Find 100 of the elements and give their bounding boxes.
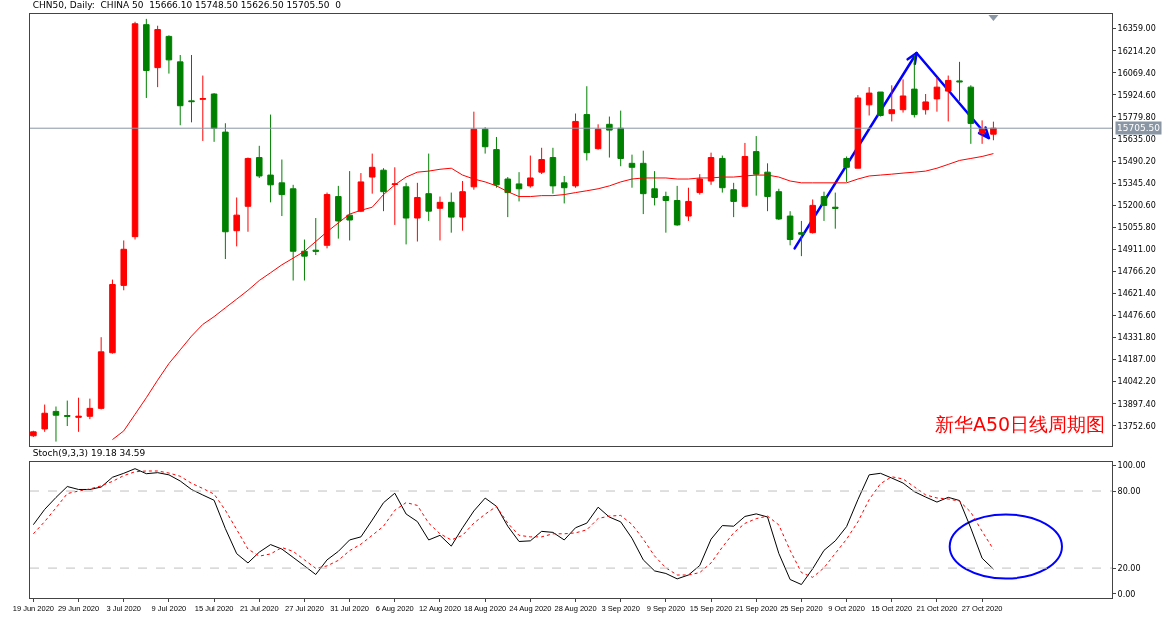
candlestick [922, 93, 929, 116]
candlestick [764, 162, 771, 212]
candlestick [335, 185, 342, 240]
candlestick [312, 217, 320, 256]
candlestick [899, 78, 907, 114]
candlestick [504, 176, 512, 218]
y-tick-label: 16359.00 [1117, 24, 1156, 34]
candlestick [380, 167, 387, 212]
annotation: 新华A50日线周期图 [935, 413, 1106, 435]
chart-title: Stoch(9,3,3) 19.18 34.59 [32, 448, 146, 459]
candlestick [832, 192, 839, 230]
candlestick [606, 116, 613, 159]
y-tick-label: 14621.40 [1117, 289, 1156, 299]
candlestick [481, 126, 489, 155]
candlestick [493, 136, 500, 189]
candlestick [640, 150, 647, 215]
candlestick [752, 135, 760, 197]
y-tick-label: 15200.60 [1117, 200, 1156, 210]
candlestick [414, 182, 421, 242]
candlestick [685, 187, 692, 222]
candlestick [289, 184, 297, 282]
ref-line-label: 15705.50 [1117, 123, 1161, 133]
y-tick-label: 13897.40 [1117, 399, 1156, 409]
candlestick [786, 210, 794, 246]
candlestick [843, 155, 850, 183]
candlestick [323, 192, 331, 249]
y-tick-label: 13752.60 [1117, 421, 1156, 431]
candlestick [651, 170, 658, 206]
candlestick [267, 114, 274, 203]
candlestick [617, 110, 624, 167]
candlestick [154, 25, 161, 88]
y-tick-label: 15635.00 [1117, 134, 1156, 144]
candlestick [448, 192, 455, 234]
candlestick [188, 54, 195, 123]
candlestick [865, 86, 873, 116]
candlestick [210, 92, 218, 143]
candlestick [515, 171, 523, 202]
candlestick [820, 191, 828, 222]
y-tick-label: 15779.80 [1117, 112, 1156, 122]
candlestick [560, 175, 568, 204]
candlestick [75, 397, 82, 433]
candlestick [549, 147, 557, 195]
candlestick [278, 159, 286, 217]
candlestick [628, 154, 636, 189]
y-tick-label: 14911.00 [1117, 245, 1156, 255]
y-tick-label: 15345.40 [1117, 178, 1156, 188]
candlestick [222, 122, 229, 260]
candlestick [199, 75, 207, 142]
candlestick [798, 220, 805, 257]
candlestick [301, 239, 308, 282]
candlestick [346, 170, 353, 241]
candlestick [911, 54, 918, 118]
candlestick [459, 180, 466, 232]
candlestick [165, 34, 173, 75]
candlestick [436, 196, 444, 241]
candlestick [854, 94, 862, 169]
candlestick [425, 153, 432, 222]
y-tick-label: 14476.60 [1117, 311, 1156, 321]
candlestick [662, 191, 670, 234]
candlestick [109, 279, 116, 355]
candlestick [256, 145, 263, 179]
candlestick [967, 84, 975, 145]
candlestick [956, 61, 963, 102]
candlestick [594, 123, 602, 151]
candlestick [538, 147, 545, 175]
candlestick [583, 85, 591, 161]
candlestick [696, 173, 704, 196]
y-tick-label: 100.00 [1117, 461, 1146, 471]
candlestick [64, 400, 71, 427]
candlestick [877, 91, 884, 118]
candlestick [52, 406, 60, 443]
y-tick-label: 14331.80 [1117, 333, 1156, 343]
y-tick-label: 16214.20 [1117, 46, 1156, 56]
y-tick-label: 20.00 [1117, 563, 1141, 573]
candlestick [391, 166, 399, 226]
candlestick [527, 155, 534, 189]
y-tick-label: 15055.80 [1117, 223, 1156, 233]
candlestick [41, 404, 48, 433]
candlestick [944, 75, 952, 122]
y-tick-label: 15924.60 [1117, 90, 1156, 100]
candlestick [402, 182, 410, 245]
candlestick [120, 239, 128, 291]
y-tick-label: 14766.20 [1117, 267, 1156, 277]
candlestick [719, 155, 726, 194]
candlestick [244, 157, 252, 233]
candlestick [978, 119, 986, 145]
candlestick [809, 198, 816, 235]
candlestick [357, 172, 365, 213]
candlestick [86, 398, 94, 420]
candlestick [30, 430, 37, 438]
candlestick [97, 336, 105, 410]
y-tick-label: 14187.00 [1117, 355, 1156, 365]
y-tick-label: 15490.20 [1117, 156, 1156, 166]
candlestick [775, 188, 783, 221]
y-tick-label: 0.00 [1117, 589, 1136, 599]
candlestick [143, 18, 150, 99]
chart-title: CHN50, Daily: CHINA 50 15666.10 15748.50 15626.50 15705.50 0 [32, 0, 342, 11]
candlestick [933, 76, 941, 113]
candlestick [131, 21, 139, 241]
y-tick-label: 80.00 [1117, 486, 1141, 496]
